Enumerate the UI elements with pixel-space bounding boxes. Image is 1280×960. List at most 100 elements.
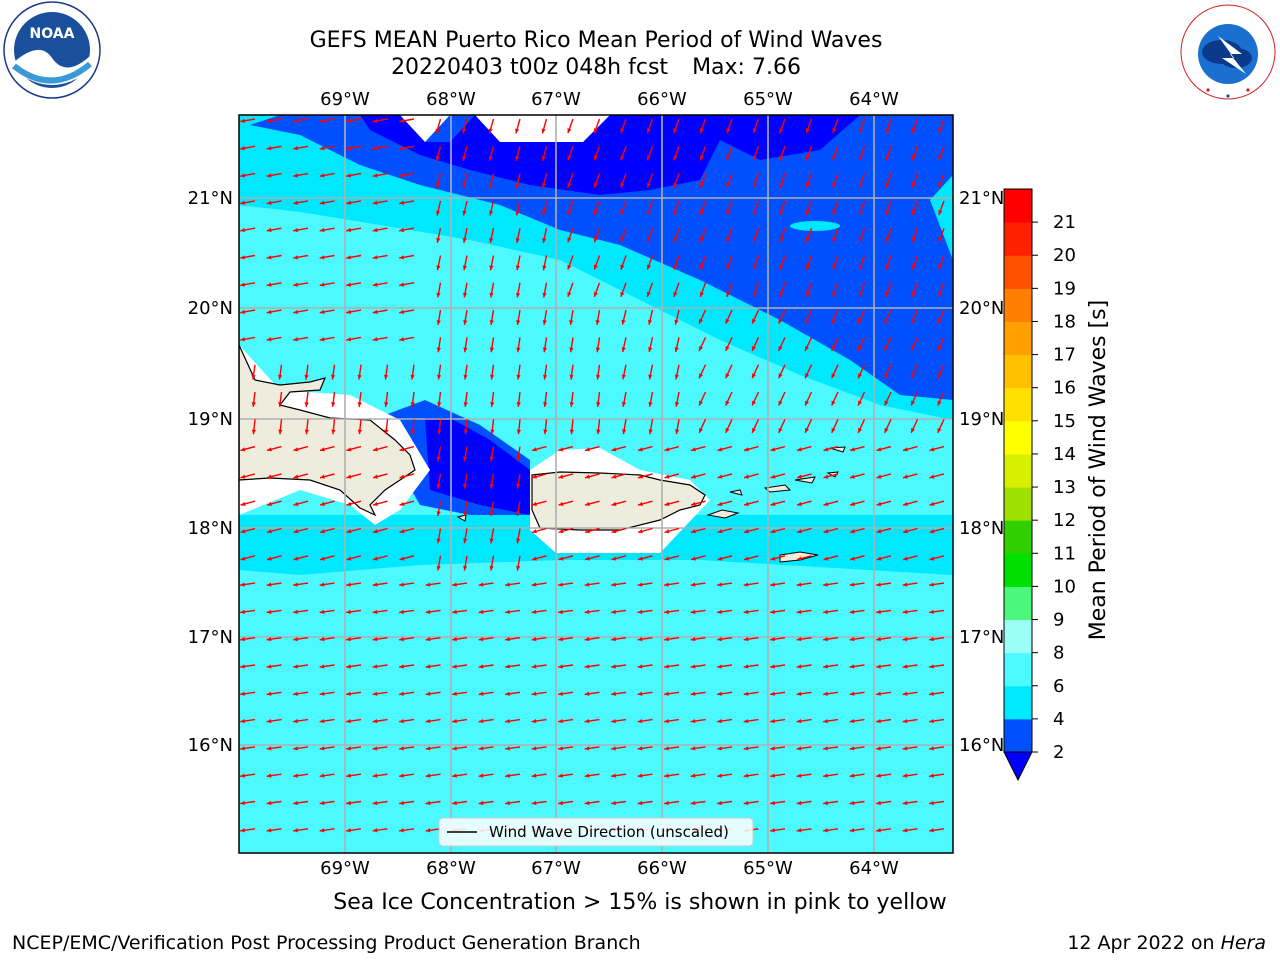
direction-arrow-head — [489, 210, 494, 216]
direction-arrow-head — [691, 529, 696, 534]
hispaniola-land — [239, 344, 416, 517]
direction-arrow-head — [531, 800, 537, 806]
direction-arrow-head — [569, 374, 574, 380]
direction-arrow-head — [567, 237, 572, 243]
direction-arrow-head — [744, 447, 749, 452]
direction-arrow-head — [436, 538, 441, 544]
direction-arrow-head — [611, 582, 616, 587]
direction-arrow-head — [752, 182, 757, 188]
direction-arrow-head — [293, 582, 298, 587]
direction-arrow-head — [410, 374, 415, 380]
direction-arrow-head — [266, 282, 272, 287]
direction-arrow-head — [531, 664, 537, 669]
direction-arrow-head — [823, 800, 828, 806]
direction-arrow-head — [832, 237, 837, 243]
direction-arrow-head — [240, 609, 245, 614]
direction-arrow-head — [699, 427, 704, 433]
direction-arrow-head — [646, 291, 651, 297]
direction-arrow-head — [516, 347, 521, 353]
direction-arrow-head — [823, 828, 828, 833]
direction-arrow-head — [293, 146, 299, 151]
direction-arrow-head — [531, 637, 537, 642]
direction-arrow-head — [675, 429, 680, 435]
direction-arrow-head — [436, 347, 442, 353]
direction-arrow-head — [346, 118, 352, 123]
direction-arrow-head — [779, 291, 784, 297]
direction-arrow-head — [372, 773, 378, 778]
direction-arrow-head — [938, 128, 943, 134]
direction-arrow-head — [542, 374, 548, 380]
direction-arrow-head — [293, 556, 299, 561]
direction-arrow-head — [240, 282, 246, 287]
direction-arrow-head — [478, 582, 484, 587]
direction-arrow-head — [646, 210, 651, 215]
direction-arrow-head — [240, 337, 246, 342]
direction-arrow-head — [858, 318, 863, 324]
direction-arrow-head — [805, 237, 810, 243]
direction-arrow-head — [584, 691, 590, 696]
direction-arrow-head — [805, 264, 810, 270]
direction-arrow-head — [691, 447, 696, 452]
direction-arrow-head — [902, 828, 908, 833]
direction-arrow-head — [717, 447, 723, 452]
direction-arrow-head — [462, 128, 467, 134]
direction-arrow-head — [383, 374, 389, 380]
direction-arrow-head — [664, 609, 669, 614]
direction-arrow-head — [478, 718, 484, 724]
direction-arrow-head — [584, 800, 590, 806]
direction-arrow-head — [796, 773, 802, 778]
direction-arrow-head — [903, 556, 908, 561]
direction-arrow-head — [797, 447, 802, 452]
direction-arrow-head — [372, 337, 378, 342]
direction-arrow-head — [690, 582, 696, 587]
direction-arrow-head — [937, 400, 942, 406]
colorbar-tick-label: 14 — [1053, 444, 1076, 465]
direction-arrow-head — [911, 427, 916, 433]
direction-arrow-head — [515, 237, 520, 243]
direction-arrow-head — [436, 237, 441, 243]
direction-arrow-head — [849, 746, 855, 751]
direction-arrow-head — [304, 374, 309, 380]
direction-arrow-head — [929, 800, 934, 806]
direction-arrow-head — [585, 556, 590, 561]
direction-arrow-head — [505, 773, 510, 778]
direction-arrow-head — [293, 200, 299, 205]
direction-arrow-head — [293, 337, 299, 342]
direction-arrow-head — [885, 210, 890, 215]
direction-arrow-head — [850, 501, 855, 506]
direction-arrow-head — [796, 828, 802, 833]
direction-arrow-head — [240, 828, 245, 833]
direction-arrow-head — [532, 474, 537, 479]
noaa-logo-text: NOAA — [30, 26, 75, 42]
direction-arrow-head — [796, 718, 802, 724]
direction-arrow-head — [569, 429, 575, 435]
direction-arrow-head — [399, 282, 405, 287]
direction-arrow-head — [505, 582, 510, 587]
direction-arrow-head — [516, 402, 521, 407]
direction-arrow-head — [876, 746, 881, 751]
direction-arrow-head — [516, 565, 521, 571]
direction-arrow-head — [319, 146, 325, 151]
direction-arrow-head — [516, 429, 522, 435]
direction-arrow-head — [399, 255, 405, 260]
direction-arrow-head — [266, 609, 272, 614]
direction-arrow-head — [293, 637, 298, 642]
direction-arrow-head — [823, 664, 828, 669]
direction-arrow-head — [489, 565, 494, 571]
direction-arrow-head — [638, 501, 643, 506]
direction-arrow-head — [717, 501, 723, 506]
direction-arrow-head — [903, 447, 908, 452]
direction-arrow-head — [911, 318, 916, 324]
direction-arrow-head — [929, 773, 934, 778]
direction-arrow-head — [902, 718, 908, 724]
direction-arrow-head — [832, 210, 837, 215]
direction-arrow-head — [858, 155, 863, 161]
direction-arrow-head — [823, 582, 828, 587]
direction-arrow-head — [929, 637, 934, 642]
direction-arrow-head — [357, 429, 363, 435]
direction-arrow-head — [850, 529, 855, 534]
direction-arrow-head — [567, 155, 572, 161]
direction-arrow-head — [726, 291, 731, 297]
direction-arrow-head — [505, 637, 510, 642]
direction-arrow-head — [717, 718, 722, 724]
